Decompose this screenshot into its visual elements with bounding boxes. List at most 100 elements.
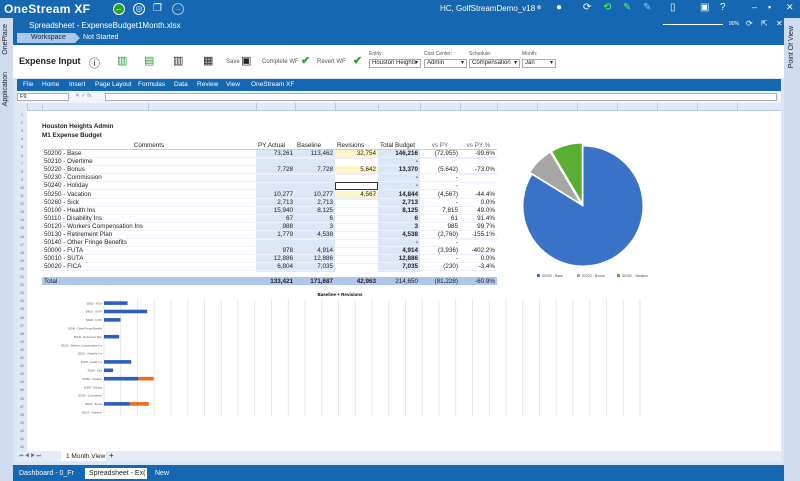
table-cell[interactable]: 8,125 xyxy=(295,207,335,215)
row-number[interactable]: 11 xyxy=(20,194,24,198)
tab-oneplace[interactable]: OnePlace xyxy=(2,24,9,55)
table-cell[interactable]: 67 xyxy=(256,215,295,223)
menu-view[interactable]: View xyxy=(226,81,240,88)
table-cell[interactable]: 50240 - Holiday xyxy=(42,182,256,191)
table-cell[interactable] xyxy=(335,255,378,257)
sheet-nav-arrows[interactable]: ⏮ ◀ ▶ ⏭ xyxy=(19,453,42,459)
save-icon[interactable]: ▣ xyxy=(241,55,252,67)
table-cell[interactable]: 12,886 xyxy=(295,255,335,264)
table-cell[interactable]: (4,567) xyxy=(420,191,460,199)
revert-check-icon[interactable]: ✔ xyxy=(353,55,363,67)
menu-formulas[interactable]: Formulas xyxy=(138,81,166,88)
row-number[interactable]: 23 xyxy=(20,291,24,296)
table-cell[interactable] xyxy=(335,231,378,232)
table-cell[interactable] xyxy=(295,158,335,160)
table-cell[interactable]: 7,728 xyxy=(256,166,295,175)
row-number[interactable]: 12 xyxy=(20,202,24,207)
table-cell[interactable]: - xyxy=(420,255,460,264)
globe-icon[interactable]: ◎ xyxy=(133,3,145,15)
row-number[interactable]: 42 xyxy=(20,445,24,450)
row-number[interactable]: 30 xyxy=(20,347,24,352)
table-cell[interactable]: -3.4% xyxy=(460,263,497,272)
forward-icon[interactable]: → xyxy=(172,3,184,15)
table-cell[interactable] xyxy=(335,239,378,241)
row-number[interactable]: 15 xyxy=(20,226,24,231)
menu-insert[interactable]: Insert xyxy=(69,81,86,88)
row-number[interactable]: 10 xyxy=(20,185,24,190)
row-number[interactable]: 34 xyxy=(20,380,24,385)
row-number[interactable]: 6 xyxy=(21,153,23,158)
workspace-button[interactable]: Workspace xyxy=(17,33,80,43)
table-cell[interactable]: 50110 - Disability Ins xyxy=(42,215,256,223)
row-number[interactable]: 17 xyxy=(20,242,24,247)
table-cell[interactable]: 6 xyxy=(378,215,420,223)
table-cell[interactable] xyxy=(256,174,295,176)
table-cell[interactable]: 1,779 xyxy=(256,231,295,239)
table-cell[interactable] xyxy=(335,198,378,200)
row-number[interactable]: 32 xyxy=(20,364,24,369)
table-cell[interactable]: 985 xyxy=(420,223,460,231)
table-cell[interactable]: 91.4% xyxy=(460,215,497,223)
info-icon[interactable]: ⓘ xyxy=(89,58,100,70)
table-cell[interactable]: 50120 - Workers Compensation Ins xyxy=(42,223,256,231)
table-cell[interactable]: - xyxy=(378,182,420,191)
table-cell[interactable] xyxy=(460,182,497,184)
unpin-icon[interactable]: ✎ xyxy=(643,2,652,13)
row-number[interactable]: 4 xyxy=(21,137,23,142)
table-cell[interactable] xyxy=(460,174,497,176)
entity-select[interactable]: Houston Heights xyxy=(369,59,421,68)
clipboard-icon[interactable]: ▯ xyxy=(670,2,676,13)
table-cell[interactable] xyxy=(335,214,378,216)
table-cell[interactable]: 4,914 xyxy=(295,247,335,256)
row-number[interactable]: 40 xyxy=(20,428,24,433)
table-cell[interactable]: 50130 - Retirement Plan xyxy=(42,231,256,239)
table-cell[interactable] xyxy=(335,263,378,265)
table-cell[interactable] xyxy=(420,158,460,160)
row-number[interactable]: 5 xyxy=(21,145,23,150)
table-cell[interactable]: 3 xyxy=(295,223,335,231)
table-cell[interactable]: 4,538 xyxy=(295,231,335,239)
complete-check-icon[interactable]: ✔ xyxy=(301,55,311,67)
table-cell[interactable]: -155.1% xyxy=(460,231,497,239)
table-cell[interactable] xyxy=(335,247,378,249)
row-number[interactable]: 28 xyxy=(20,331,24,336)
complete-wf-button[interactable]: Complete WF xyxy=(262,59,299,65)
row-number[interactable]: 8 xyxy=(21,169,23,174)
menu-review[interactable]: Review xyxy=(197,81,219,88)
table-cell[interactable]: 50210 - Overtime xyxy=(42,158,256,167)
row-number[interactable]: 1 xyxy=(21,113,23,117)
table-cell[interactable]: 50010 - SUTA xyxy=(42,255,256,264)
tab-application[interactable]: Application xyxy=(2,72,9,107)
zoom-slider[interactable] xyxy=(663,24,723,25)
table-cell[interactable]: 6,804 xyxy=(256,263,295,272)
table-cell[interactable]: 50250 - Vacation xyxy=(42,191,256,199)
table-cell[interactable]: 5,642 xyxy=(335,166,378,175)
table-cell[interactable] xyxy=(335,222,378,224)
row-number[interactable]: 24 xyxy=(20,299,24,304)
row-number[interactable]: 21 xyxy=(20,275,24,279)
table-cell[interactable]: - xyxy=(420,199,460,207)
tab-dashboard[interactable]: Dashboard - 0_Fr xyxy=(19,470,74,477)
row-number[interactable]: 35 xyxy=(20,388,24,393)
tab-spreadsheet[interactable]: Spreadsheet - Ex( xyxy=(85,468,147,479)
sync-icon[interactable]: ⟲ xyxy=(603,2,612,13)
table-cell[interactable]: 99.7% xyxy=(460,223,497,231)
row-number[interactable]: 33 xyxy=(20,372,24,377)
table-cell[interactable] xyxy=(256,182,295,184)
popout-icon[interactable]: ⇱ xyxy=(761,19,768,28)
table-cell[interactable] xyxy=(335,182,378,191)
table-cell[interactable]: 0.0% xyxy=(460,199,497,207)
table-cell[interactable] xyxy=(460,158,497,160)
grid-icon[interactable]: ▦ xyxy=(203,55,214,67)
cost-center-select[interactable]: Admin xyxy=(424,59,467,68)
schedule-select[interactable]: Compensation xyxy=(469,59,520,68)
table-cell[interactable]: 988 xyxy=(256,223,295,231)
table-cell[interactable]: 15,940 xyxy=(256,207,295,215)
tab-point-of-view[interactable]: Point Of View xyxy=(788,26,795,69)
row-number[interactable]: 2 xyxy=(21,121,23,126)
row-number[interactable]: 22 xyxy=(20,283,24,288)
table-cell[interactable]: 8,125 xyxy=(378,207,420,215)
table-cell[interactable]: 4,538 xyxy=(378,231,420,239)
column-icon[interactable]: ▥ xyxy=(173,55,184,67)
table-cell[interactable]: 50230 - Commission xyxy=(42,174,256,183)
